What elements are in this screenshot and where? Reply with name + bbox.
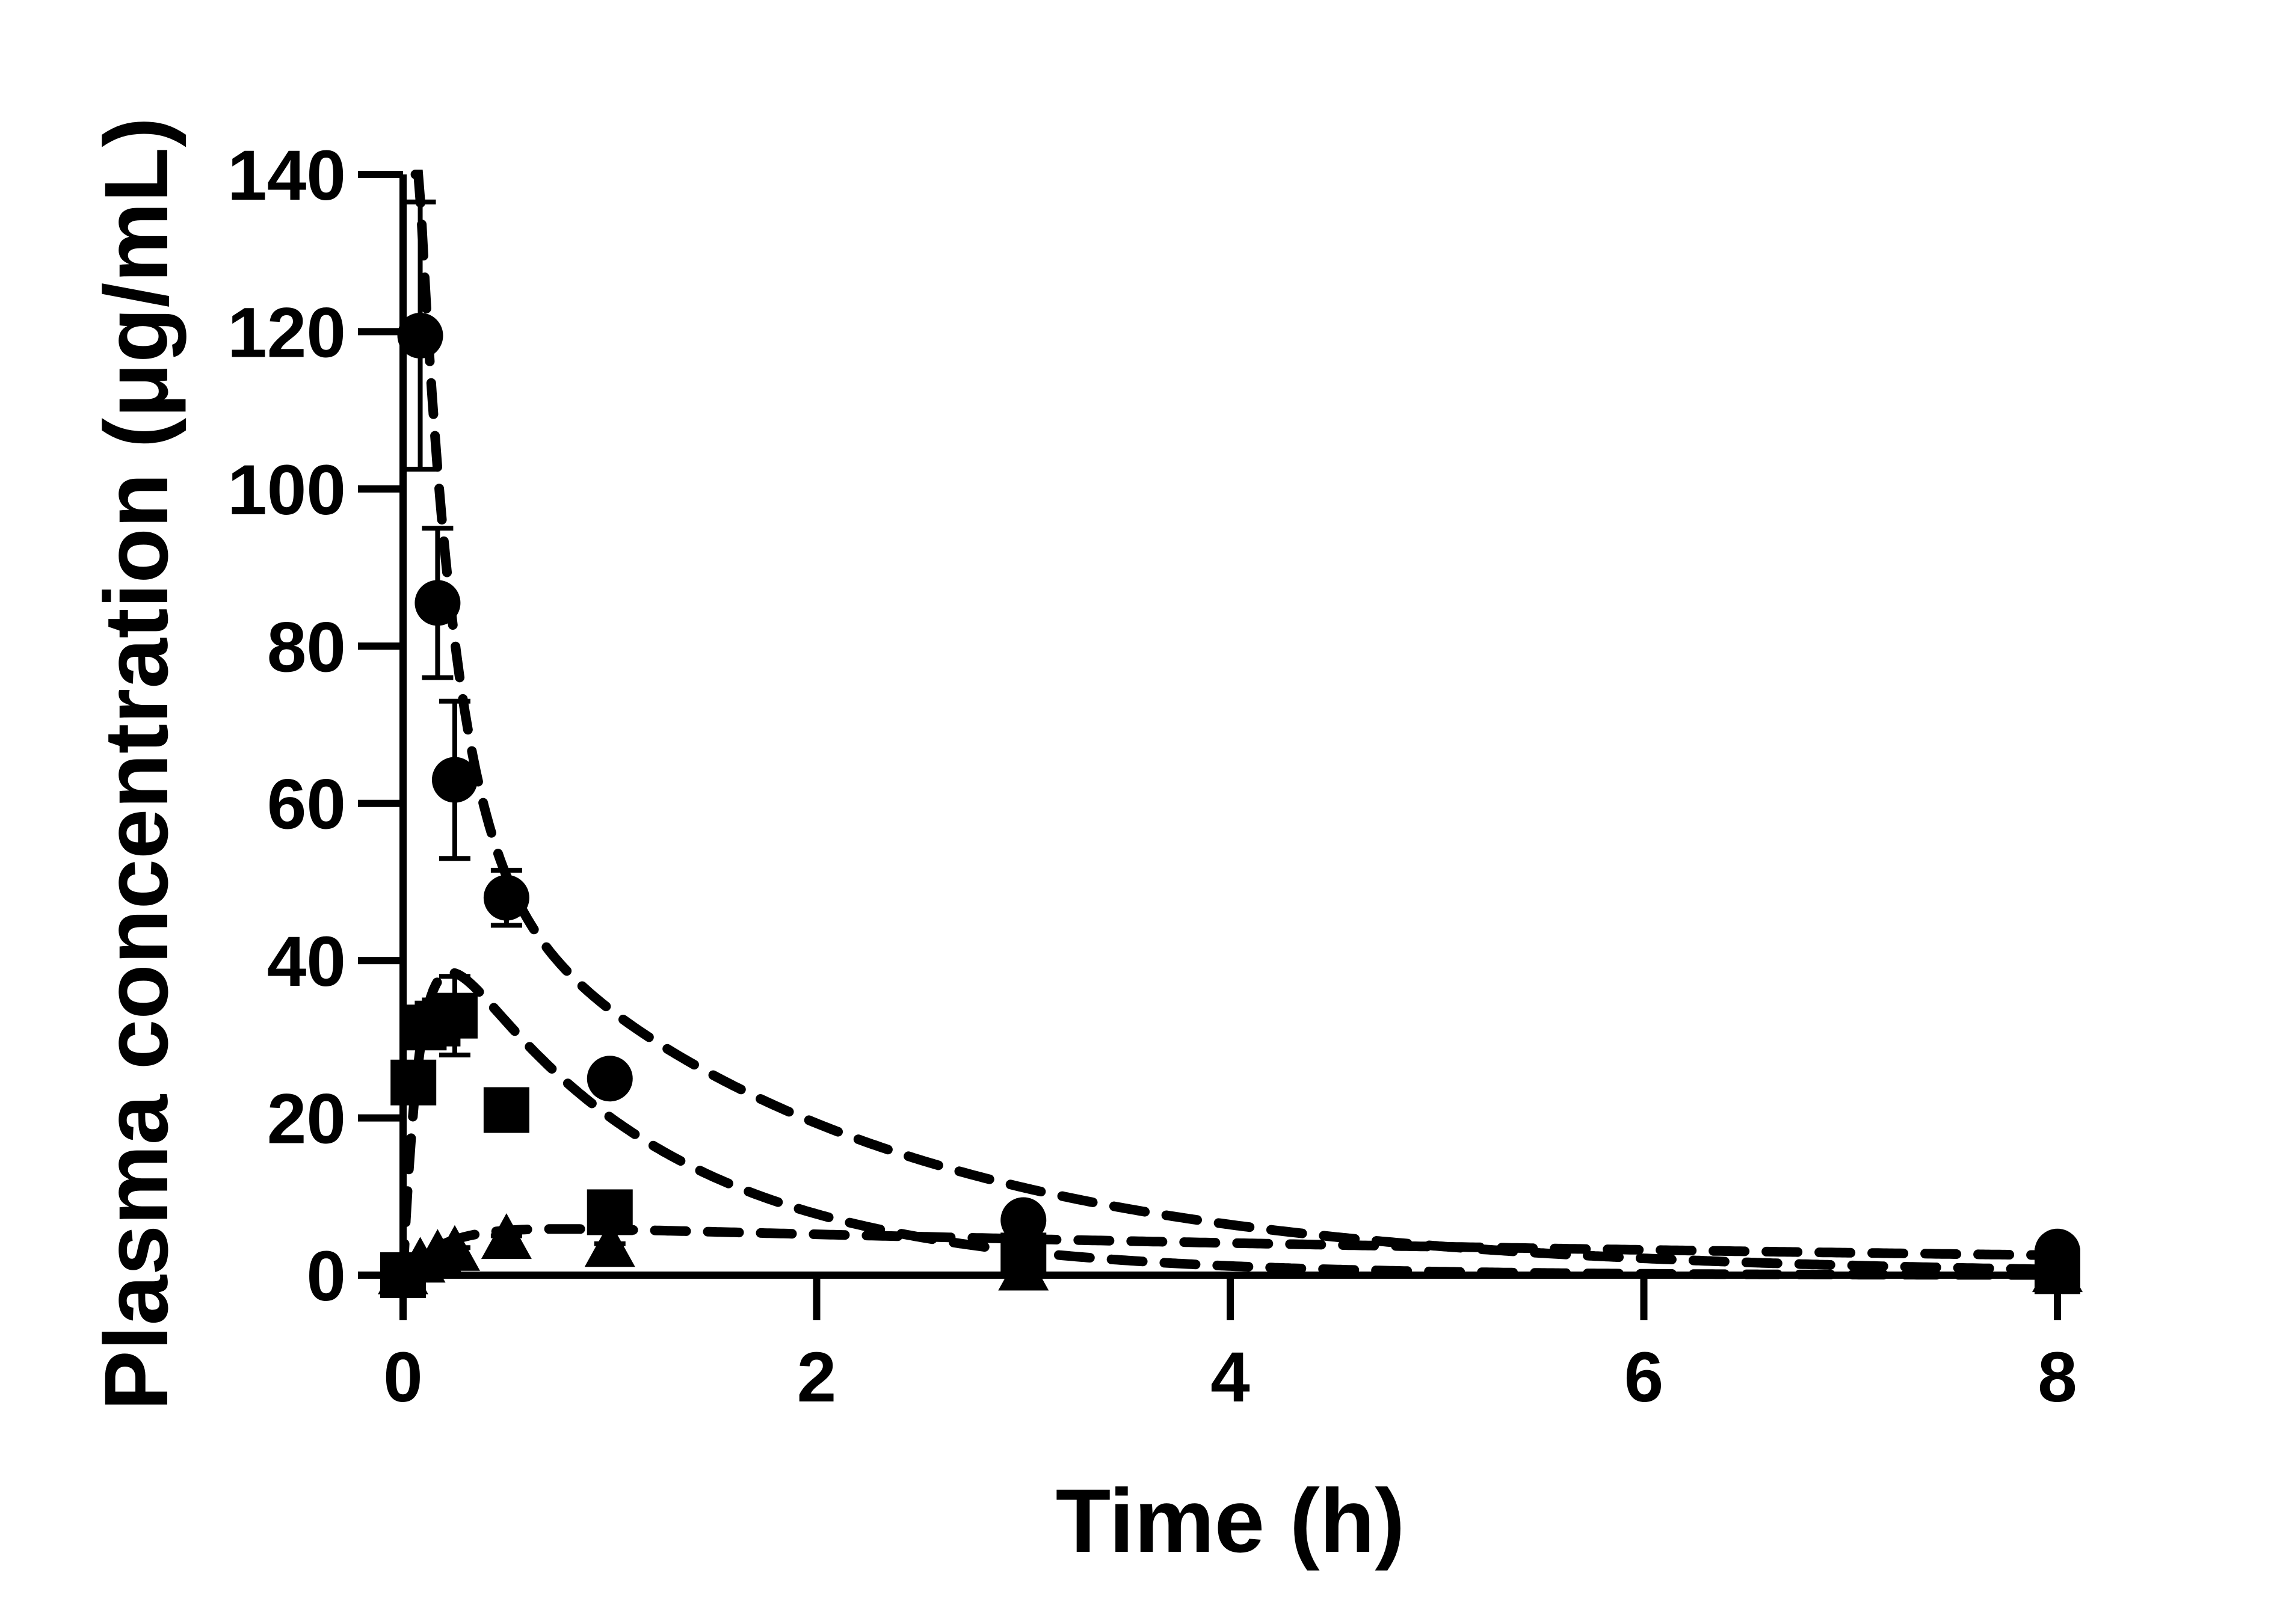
y-axis-title: Plasma concentration (μg/mL): [85, 117, 186, 1410]
circle-marker-s1-p5: [587, 1056, 633, 1102]
triangle-marker-s3-p4: [429, 1225, 480, 1271]
y-tick-label-7: 140: [227, 136, 346, 215]
fit-curve-series-1: [410, 170, 2062, 1275]
circle-marker-s1-p4: [483, 875, 529, 921]
x-tick-label-2: 4: [1210, 1338, 1250, 1417]
circle-marker-s1-p6: [1000, 1197, 1047, 1243]
x-tick-label-1: 2: [797, 1338, 837, 1417]
triangle-marker-s3-p8: [2032, 1246, 2083, 1293]
fit-curve-series-3: [398, 1224, 2062, 1280]
y-tick-label-4: 80: [267, 607, 346, 687]
y-tick-label-6: 120: [227, 293, 346, 372]
circle-marker-s1-p1: [397, 312, 443, 358]
y-tick-label-5: 100: [227, 451, 346, 530]
square-marker-s2-p6: [483, 1087, 529, 1133]
triangle-marker-s3-p7: [998, 1244, 1049, 1291]
y-tick-label-3: 60: [267, 765, 346, 844]
circle-marker-s1-p3: [431, 757, 478, 803]
square-marker-s2-p2: [390, 1059, 437, 1106]
x-tick-label-3: 6: [1624, 1338, 1664, 1417]
fit-curves: [398, 170, 2062, 1280]
triangle-marker-s3-p5: [481, 1213, 532, 1260]
x-tick-label-0: 0: [383, 1338, 423, 1417]
axes: [358, 171, 2061, 1320]
error-bars: [398, 199, 2073, 1275]
y-tick-label-2: 40: [267, 922, 346, 1001]
x-axis-title: Time (h): [1056, 1470, 1405, 1571]
square-marker-s2-p5: [431, 992, 478, 1039]
circle-marker-s1-p2: [414, 580, 461, 626]
triangle-marker-s3-p6: [584, 1221, 635, 1267]
x-tick-label-4: 8: [2038, 1338, 2077, 1417]
y-tick-label-0: 0: [306, 1237, 346, 1316]
data-markers: [378, 312, 2083, 1298]
y-tick-label-1: 20: [267, 1080, 346, 1159]
